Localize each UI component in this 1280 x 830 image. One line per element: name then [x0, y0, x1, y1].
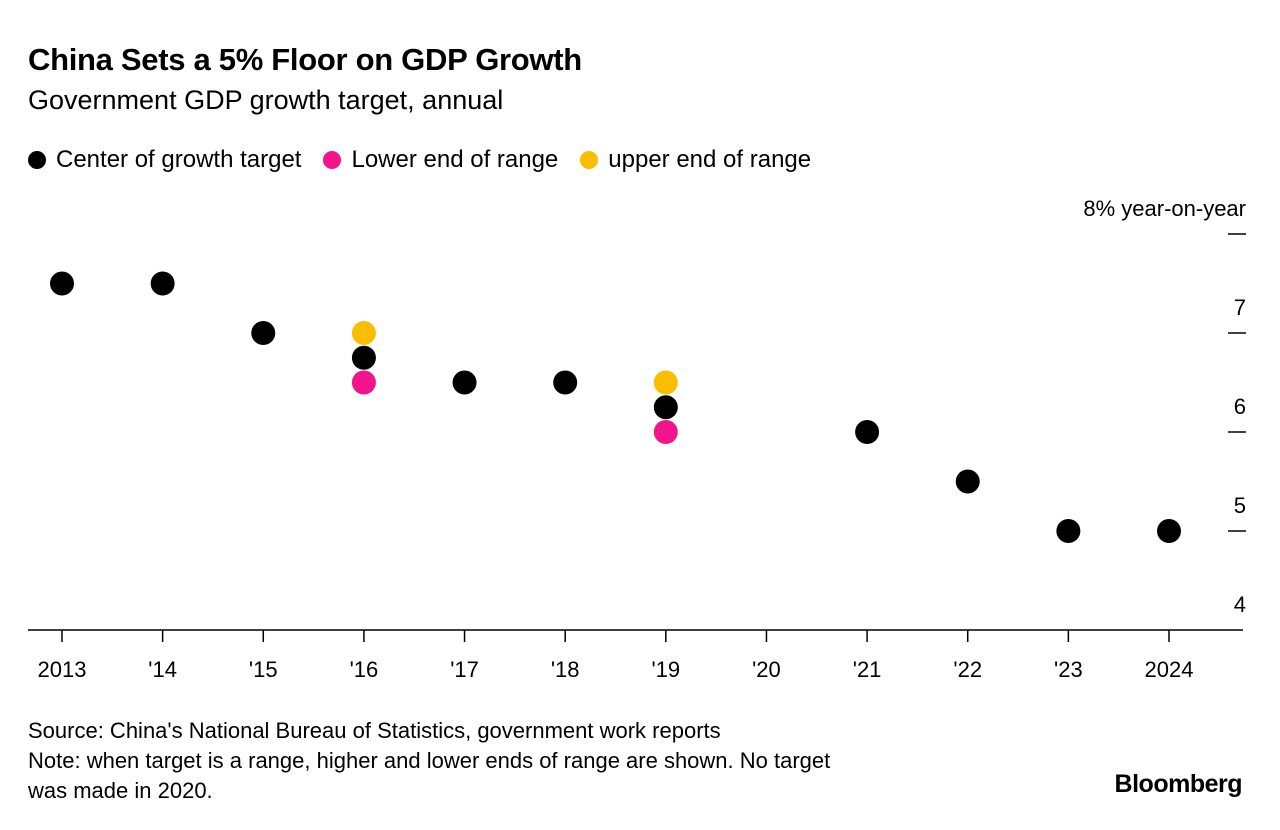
- data-point-center: [955, 469, 980, 494]
- data-point-center: [452, 370, 477, 395]
- chart-title: China Sets a 5% Floor on GDP Growth: [28, 42, 582, 77]
- data-point-center: [1056, 519, 1081, 543]
- y-tick-label: 6: [1234, 394, 1246, 419]
- data-point-center: [150, 271, 175, 296]
- legend-label-upper: upper end of range: [608, 146, 812, 173]
- legend-dot-center: [28, 151, 46, 169]
- x-tick-label: 2013: [38, 657, 87, 682]
- footnotes: Source: China's National Bureau of Stati…: [28, 716, 830, 806]
- x-tick-label: '16: [350, 657, 379, 682]
- y-tick-label: 7: [1234, 295, 1246, 320]
- source-text: Source: China's National Bureau of Stati…: [28, 718, 721, 743]
- legend-dot-lower: [323, 151, 342, 169]
- note-text-line2: was made in 2020.: [28, 778, 213, 803]
- bloomberg-logo: Bloomberg: [1114, 770, 1243, 798]
- y-tick-label: 8% year-on-year: [1083, 196, 1246, 221]
- y-tick-label: 4: [1234, 592, 1246, 617]
- y-tick-label: 5: [1234, 493, 1246, 518]
- x-tick-label: 2024: [1145, 657, 1194, 682]
- legend-item-center: Center of growth target: [28, 146, 301, 174]
- chart-subtitle: Government GDP growth target, annual: [28, 85, 504, 115]
- x-tick-label: '19: [651, 657, 680, 682]
- legend-label-lower: Lower end of range: [351, 146, 559, 173]
- data-point-center: [351, 345, 376, 370]
- data-point-upper: [653, 370, 678, 395]
- x-tick-label: '23: [1054, 657, 1083, 682]
- legend: Center of growth target Lower end of ran…: [28, 146, 833, 174]
- data-point-upper: [351, 321, 376, 345]
- legend-item-lower: Lower end of range: [323, 146, 558, 174]
- legend-dot-upper: [580, 151, 599, 169]
- data-point-center: [251, 321, 276, 345]
- data-point-center: [855, 420, 880, 444]
- data-point-lower: [351, 370, 376, 395]
- x-tick-label: '18: [551, 657, 580, 682]
- x-tick-label: '20: [752, 657, 781, 682]
- x-tick-label: '17: [450, 657, 479, 682]
- data-point-center: [1157, 519, 1181, 543]
- legend-label-center: Center of growth target: [56, 146, 302, 173]
- x-tick-label: '21: [853, 657, 882, 682]
- data-point-center: [653, 395, 678, 420]
- legend-item-upper: upper end of range: [580, 146, 811, 174]
- data-point-center: [50, 271, 74, 296]
- data-point-center: [553, 370, 578, 395]
- note-text-line1: Note: when target is a range, higher and…: [28, 748, 831, 773]
- x-tick-label: '22: [953, 657, 982, 682]
- x-tick-label: '14: [148, 657, 177, 682]
- x-tick-label: '15: [249, 657, 278, 682]
- data-point-lower: [653, 420, 678, 444]
